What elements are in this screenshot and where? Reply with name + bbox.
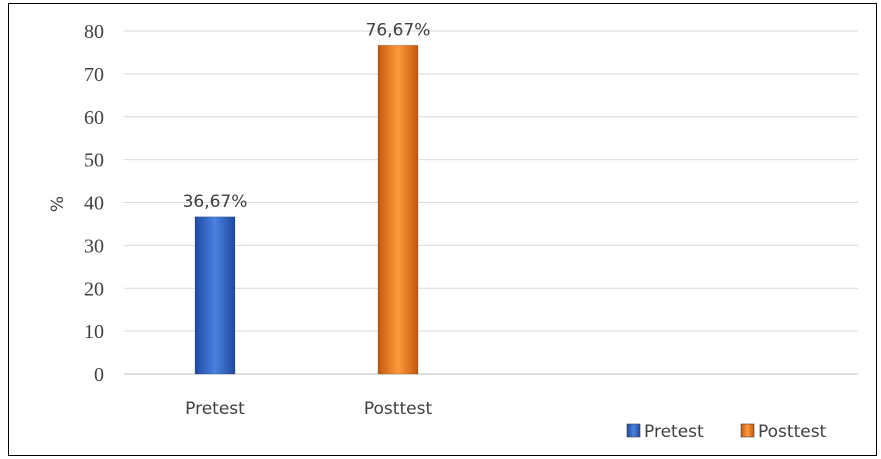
legend-swatch-posttest <box>740 423 755 438</box>
y-tick-label: 70 <box>84 64 104 86</box>
legend: Pretest Posttest <box>626 422 827 442</box>
y-tick-label: 0 <box>94 364 104 386</box>
legend-swatch-pretest <box>626 423 641 438</box>
y-axis-ticks: 0 10 20 30 40 50 60 70 80 <box>84 21 104 386</box>
y-tick-label: 40 <box>84 193 104 215</box>
chart-frame <box>8 3 877 456</box>
y-tick-label: 10 <box>84 321 104 343</box>
y-tick-label: 60 <box>84 107 104 129</box>
y-tick-label: 80 <box>84 21 104 43</box>
data-label: 36,67% <box>183 192 248 212</box>
x-axis-categories: Pretest Posttest <box>185 399 432 419</box>
x-category-label: Posttest <box>364 399 433 419</box>
legend-label-pretest: Pretest <box>644 422 704 442</box>
y-tick-label: 50 <box>84 150 104 172</box>
x-category-label: Pretest <box>185 399 245 419</box>
y-tick-label: 20 <box>84 278 104 300</box>
data-label: 76,67% <box>366 20 431 40</box>
bars: 36,67% 76,67% <box>183 20 431 375</box>
bar-posttest <box>377 44 419 375</box>
legend-label-posttest: Posttest <box>758 422 827 442</box>
gridlines <box>124 30 858 375</box>
y-tick-label: 30 <box>84 235 104 257</box>
y-axis-label: % <box>48 196 68 212</box>
bar-pretest <box>194 216 236 375</box>
